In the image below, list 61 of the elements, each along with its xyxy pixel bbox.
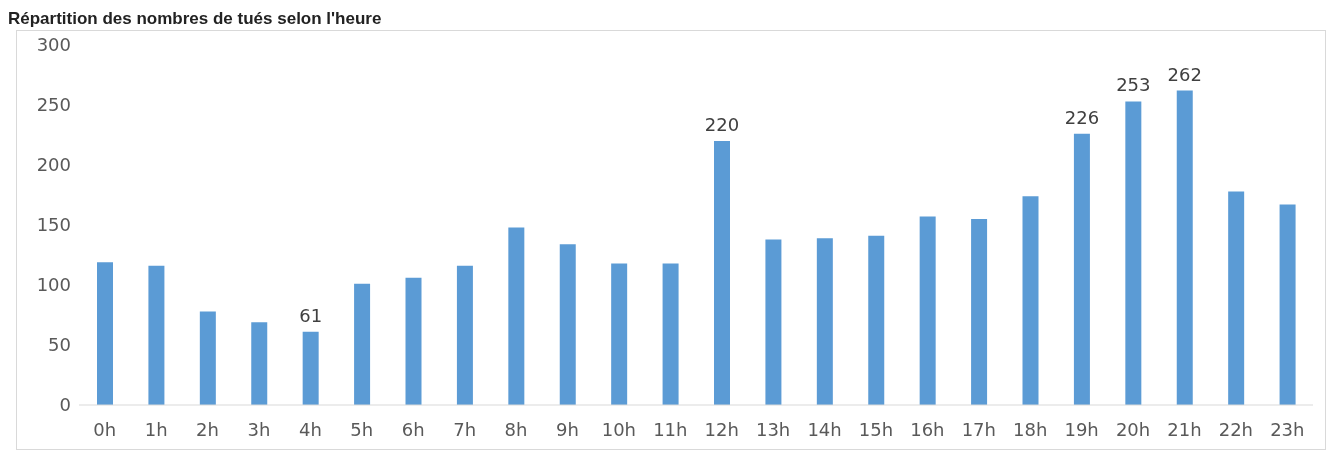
bar	[765, 239, 782, 405]
y-tick-label: 150	[36, 214, 71, 236]
bar	[508, 227, 525, 405]
bar	[559, 244, 576, 405]
x-tick-label: 16h	[910, 418, 945, 440]
bar	[405, 277, 422, 405]
bar	[251, 322, 268, 405]
bar	[1176, 90, 1193, 405]
x-tick-label: 2h	[196, 418, 219, 440]
x-tick-label: 23h	[1270, 418, 1305, 440]
y-tick-label: 0	[59, 394, 71, 416]
bar	[1022, 196, 1039, 405]
x-tick-label: 22h	[1218, 418, 1254, 440]
x-tick-label: 19h	[1064, 418, 1099, 440]
bar	[868, 235, 885, 405]
x-tick-label: 4h	[298, 418, 322, 440]
bar	[1279, 204, 1296, 405]
x-tick-label: 0h	[93, 418, 117, 440]
data-label: 226	[1064, 106, 1100, 128]
bar	[816, 238, 833, 405]
data-label: 253	[1116, 74, 1151, 96]
x-tick-label: 11h	[653, 418, 688, 440]
x-tick-label: 8h	[504, 418, 528, 440]
x-tick-label: 21h	[1167, 418, 1202, 440]
bar	[1125, 101, 1142, 405]
y-tick-label: 200	[36, 154, 71, 176]
bar	[971, 219, 988, 405]
bar	[199, 311, 216, 405]
y-tick-label: 50	[48, 334, 71, 356]
bar	[1228, 191, 1245, 405]
x-tick-label: 5h	[350, 418, 374, 440]
x-tick-label: 10h	[601, 418, 637, 440]
x-tick-label: 15h	[858, 418, 894, 440]
bar	[148, 265, 165, 405]
x-tick-label: 6h	[401, 418, 425, 440]
x-tick-label: 20h	[1115, 418, 1151, 440]
bar	[354, 283, 371, 405]
x-tick-label: 18h	[1013, 418, 1048, 440]
x-tick-label: 9h	[556, 418, 579, 440]
bar	[714, 141, 730, 405]
chart-title: Répartition des nombres de tués selon l'heure	[8, 8, 383, 30]
x-tick-label: 7h	[453, 418, 477, 440]
y-tick-label: 250	[36, 94, 71, 116]
bar	[302, 331, 319, 405]
x-tick-label: 14h	[807, 418, 842, 440]
data-label: 262	[1167, 63, 1202, 85]
data-label: 220	[704, 114, 740, 135]
bar	[1073, 133, 1090, 405]
x-tick-label: 17h	[961, 418, 996, 440]
bar	[456, 265, 473, 405]
bar	[919, 216, 936, 405]
x-tick-label: 13h	[755, 418, 791, 440]
y-tick-label: 100	[36, 274, 71, 296]
x-tick-label: 1h	[144, 418, 168, 440]
bar	[662, 263, 679, 405]
x-tick-label: 3h	[247, 418, 271, 440]
y-tick-label: 300	[36, 34, 71, 56]
bar	[97, 262, 113, 405]
data-label: 61	[299, 304, 323, 326]
x-tick-label: 12h	[704, 418, 739, 440]
bar	[611, 263, 628, 405]
